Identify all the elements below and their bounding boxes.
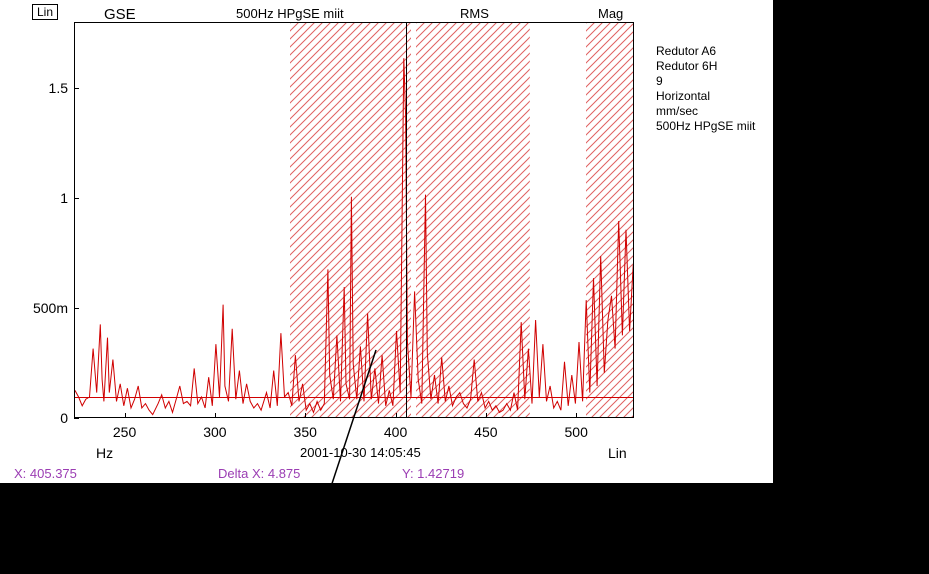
chart-canvas: Lin GSE 500Hz HPgSE miit RMS Mag Redutor… <box>0 0 773 574</box>
side-text-line: en <box>832 212 855 235</box>
black-overlay-bottom <box>0 483 773 574</box>
cursor-x-readout: X: 405.375 <box>14 466 77 481</box>
x-tick-mark <box>305 413 306 418</box>
y-tick-mark <box>74 418 79 419</box>
x-tick-label: 400 <box>384 424 407 440</box>
legend-line: Redutor 6H <box>656 59 755 74</box>
x-tick-mark <box>486 413 487 418</box>
spectrum-line <box>75 23 634 418</box>
x-tick-label: 300 <box>203 424 226 440</box>
lin-box: Lin <box>32 4 58 20</box>
x-tick-mark <box>125 413 126 418</box>
legend-line: 9 <box>656 74 755 89</box>
x-tick-mark <box>215 413 216 418</box>
x-tick-label: 250 <box>113 424 136 440</box>
y-tick-label: 1 <box>8 190 68 206</box>
mag-label: Mag <box>598 6 623 21</box>
timestamp: 2001-10-30 14:05:45 <box>300 445 421 460</box>
x-tick-label: 450 <box>474 424 497 440</box>
x-tick-mark <box>396 413 397 418</box>
y-tick-label: 1.5 <box>8 80 68 96</box>
rms-label: RMS <box>460 6 489 21</box>
legend-line: 500Hz HPgSE miit <box>656 119 755 134</box>
y-tick-mark <box>74 88 79 89</box>
black-overlay-right <box>773 0 929 574</box>
legend-block: Redutor A6 Redutor 6H 9 Horizontal mm/se… <box>656 44 755 134</box>
x-tick-label: 500 <box>565 424 588 440</box>
legend-line: Redutor A6 <box>656 44 755 59</box>
x-right-label: Lin <box>608 445 627 461</box>
y-tick-label: 0 <box>8 410 68 426</box>
side-text-line: Espec <box>798 160 857 183</box>
x-axis-unit: Hz <box>96 445 113 461</box>
legend-line: Horizontal <box>656 89 755 104</box>
side-text-line: com e <box>806 186 864 209</box>
cursor-line <box>406 23 407 417</box>
plot-area <box>74 22 634 418</box>
gse-label: GSE <box>104 6 136 23</box>
y-tick-mark <box>74 198 79 199</box>
x-tick-mark <box>576 413 577 418</box>
cursor-y-readout: Y: 1.42719 <box>402 466 464 481</box>
legend-line: mm/sec <box>656 104 755 119</box>
center-top-label: 500Hz HPgSE miit <box>236 6 344 21</box>
y-tick-label: 500m <box>8 300 68 316</box>
cursor-dx-readout: Delta X: 4.875 <box>218 466 300 481</box>
x-tick-label: 350 <box>294 424 317 440</box>
y-tick-mark <box>74 308 79 309</box>
